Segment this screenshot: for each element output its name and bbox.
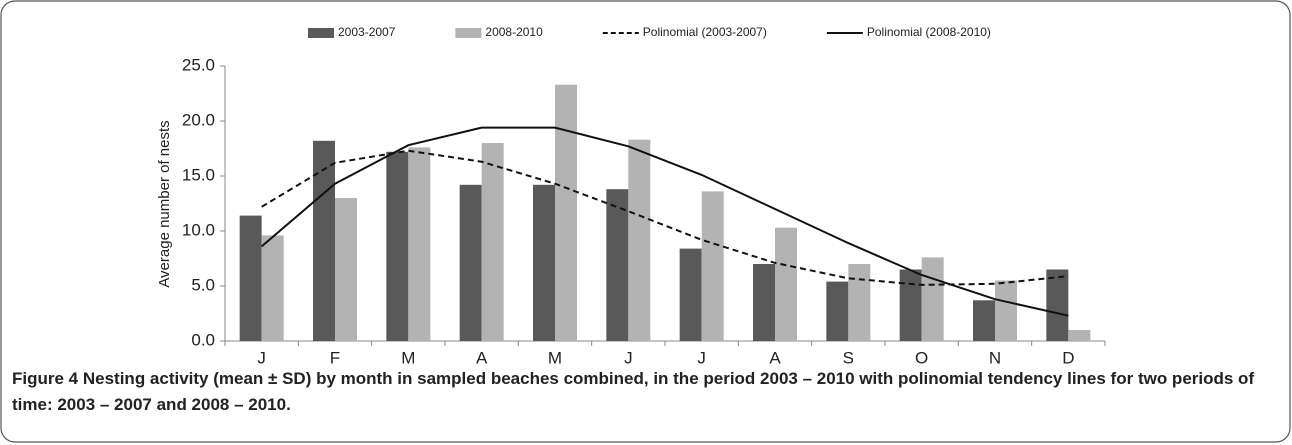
x-tick-label: F xyxy=(330,348,340,367)
bar xyxy=(533,184,555,341)
trend-line xyxy=(261,126,1069,317)
y-tick-label: 20.0 xyxy=(182,110,215,129)
bar xyxy=(753,264,775,341)
caption: Figure 4 Nesting activity (mean ± SD) by… xyxy=(12,366,1262,418)
bar xyxy=(239,215,262,341)
bar xyxy=(826,281,849,341)
x-tick-label: J xyxy=(697,348,706,367)
bar xyxy=(335,198,357,341)
bar xyxy=(606,189,629,341)
caption-text: Nesting activity (mean ± SD) by month in… xyxy=(12,369,1255,414)
caption-label: Figure 4 xyxy=(12,369,79,388)
bar xyxy=(459,184,482,341)
x-tick-label: N xyxy=(989,348,1001,367)
bar xyxy=(701,191,724,341)
y-tick-label: 10.0 xyxy=(182,220,215,239)
bar xyxy=(555,84,577,341)
bar xyxy=(679,248,702,341)
x-tick-label: J xyxy=(624,348,633,367)
y-tick-label: 0.0 xyxy=(191,330,215,349)
bar xyxy=(973,300,995,341)
bar xyxy=(1068,330,1091,341)
x-tick-label: J xyxy=(257,348,266,367)
bar xyxy=(995,280,1017,341)
x-tick-label: S xyxy=(843,348,854,367)
x-tick-label: A xyxy=(476,348,488,367)
y-tick-label: 5.0 xyxy=(191,275,215,294)
bar xyxy=(481,143,504,341)
bar xyxy=(848,264,871,341)
legend-label: Polinomial (2008-2010) xyxy=(867,25,991,39)
x-tick-label: A xyxy=(769,348,781,367)
bar xyxy=(261,235,284,341)
legend-swatch xyxy=(308,28,334,38)
y-tick-label: 25.0 xyxy=(182,55,215,74)
legend-swatch xyxy=(455,28,482,38)
bar xyxy=(408,147,431,341)
bar xyxy=(899,269,922,341)
x-tick-label: O xyxy=(915,348,928,367)
legend-label: Polinomial (2003-2007) xyxy=(643,25,767,39)
bar xyxy=(386,151,409,341)
bar xyxy=(921,257,944,341)
x-tick-label: M xyxy=(401,348,415,367)
y-tick-label: 15.0 xyxy=(182,165,215,184)
x-tick-label: D xyxy=(1062,348,1074,367)
x-tick-label: M xyxy=(548,348,562,367)
legend-label: 2008-2010 xyxy=(485,25,543,39)
bar xyxy=(313,140,335,341)
legend-label: 2003-2007 xyxy=(338,25,396,39)
y-axis-label: Average number of nests xyxy=(156,120,173,287)
bar xyxy=(628,139,651,341)
trend-line xyxy=(261,149,1069,286)
bar xyxy=(775,227,797,341)
bar xyxy=(1046,269,1069,341)
